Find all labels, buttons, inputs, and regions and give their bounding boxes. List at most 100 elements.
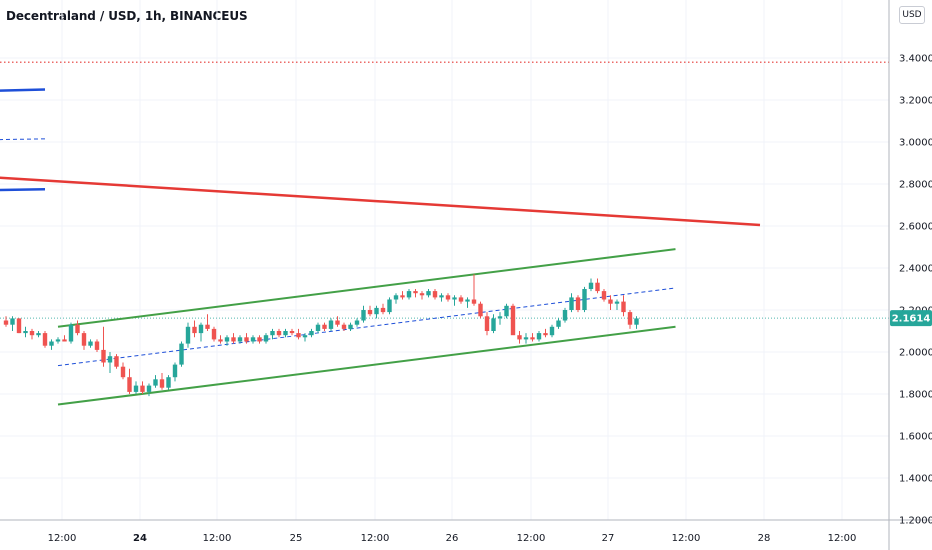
candle-body — [387, 299, 392, 313]
price-tag-label: 2.1614 — [892, 314, 931, 325]
candle-body — [465, 299, 470, 302]
candle-body — [575, 297, 581, 310]
candle-body — [439, 295, 444, 298]
time-tick-label: 12:00 — [203, 533, 232, 544]
price-tick-label: 1.6000 — [899, 432, 932, 443]
chart-title: Decentraland / USD, 1h, BINANCEUS — [6, 9, 248, 23]
candle-body — [426, 291, 431, 296]
price-tag-bg — [890, 310, 932, 327]
currency-button[interactable]: USD — [899, 6, 925, 24]
candle-body — [185, 326, 191, 344]
candle-body — [497, 316, 503, 319]
candle-body — [543, 333, 548, 336]
red-resistance-line — [0, 176, 761, 227]
candle-body — [120, 366, 126, 378]
candle-body — [29, 331, 35, 336]
blue-upper-short-line — [0, 88, 46, 92]
candle-body — [367, 310, 373, 315]
candle-body — [588, 282, 594, 289]
candle-body — [244, 337, 249, 342]
green-channel-upper — [57, 248, 676, 328]
price-tick-label: 3.2000 — [899, 96, 932, 107]
candle-body — [237, 337, 243, 342]
candle-body — [413, 291, 418, 294]
candle-body — [75, 324, 80, 334]
candle-body — [354, 320, 360, 325]
candle-body — [458, 297, 464, 302]
candle-body — [3, 320, 9, 325]
candle-body — [614, 301, 620, 304]
candle-body — [393, 295, 399, 300]
candle-body — [536, 333, 542, 340]
candle-body — [380, 307, 386, 313]
candles-layer — [3, 274, 639, 397]
candle-body — [94, 341, 100, 350]
candle-body — [549, 326, 555, 336]
candle-body — [510, 305, 516, 336]
time-tick-label: 12:00 — [48, 533, 77, 544]
candle-body — [224, 337, 230, 342]
candle-body — [107, 356, 113, 363]
price-tick-label: 2.6000 — [899, 222, 932, 233]
candle-body — [582, 289, 587, 310]
price-tick-label: 1.8000 — [899, 390, 932, 401]
candle-body — [55, 339, 61, 342]
candle-body — [523, 337, 529, 340]
candle-body — [302, 335, 308, 338]
candle-body — [562, 310, 568, 321]
candle-body — [400, 295, 405, 298]
time-tick-label: 26 — [446, 533, 459, 544]
candle-body — [250, 337, 256, 342]
candle-body — [218, 339, 223, 342]
blue-lower-short-line — [0, 188, 46, 192]
candle-body — [504, 305, 509, 317]
candle-body — [101, 349, 106, 363]
candle-body — [205, 324, 210, 329]
candle-body — [634, 318, 639, 325]
candle-body — [315, 324, 321, 331]
time-tick-label: 12:00 — [828, 533, 857, 544]
candle-body — [114, 356, 119, 367]
candle-body — [452, 297, 457, 300]
time-tick-label: 24 — [133, 533, 147, 544]
price-tick-label: 2.0000 — [899, 348, 932, 359]
candle-body — [491, 318, 496, 331]
candle-body — [556, 320, 561, 327]
price-tick-label: 3.0000 — [899, 138, 932, 149]
candle-body — [231, 337, 236, 342]
candle-body — [192, 326, 197, 334]
candle-body — [289, 331, 295, 334]
candle-body — [140, 385, 145, 392]
candle-body — [16, 318, 22, 334]
candle-body — [42, 333, 48, 346]
candle-body — [335, 320, 340, 325]
candle-body — [621, 301, 626, 313]
candle-body — [296, 333, 301, 338]
candle-body — [276, 331, 282, 336]
time-tick-label: 27 — [602, 533, 615, 544]
candle-body — [484, 316, 490, 331]
candle-body — [49, 341, 54, 346]
candle-body — [478, 303, 483, 317]
candle-body — [23, 331, 28, 334]
current-price-tag: 2.1614 — [890, 310, 932, 327]
price-tick-label: 3.4000 — [899, 54, 932, 65]
candle-body — [328, 320, 334, 329]
candle-body — [172, 364, 178, 378]
candle-body — [445, 295, 451, 300]
candle-body — [211, 328, 217, 340]
candle-body — [322, 324, 327, 329]
price-axis[interactable]: 3.40003.20003.00002.80002.60002.40002.20… — [899, 54, 932, 527]
candle-body — [406, 291, 412, 298]
green-channel-lower — [57, 325, 676, 406]
time-axis[interactable]: 12:00 24 12:00 25 12:00 26 12:00 27 12:00 28 12:00 — [48, 533, 857, 544]
candle-body — [627, 312, 633, 325]
candle-body — [595, 282, 600, 292]
candle-body — [601, 291, 607, 300]
candle-body — [530, 337, 535, 340]
candle-body — [374, 307, 379, 315]
price-tick-label: 1.2000 — [899, 516, 932, 527]
time-tick-label: 25 — [290, 533, 303, 544]
candle-body — [361, 310, 366, 321]
